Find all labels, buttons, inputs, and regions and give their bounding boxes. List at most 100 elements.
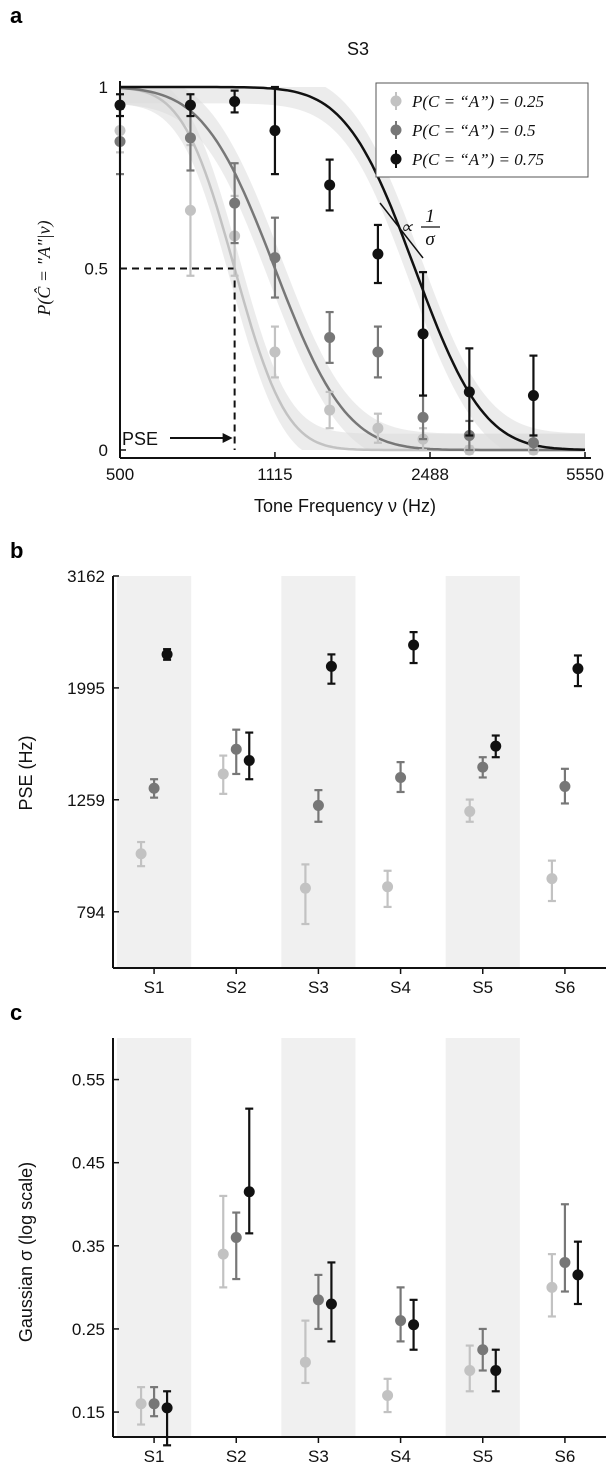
y-tick-label: 1259: [67, 791, 105, 810]
data-point-0.5: [324, 310, 336, 364]
slope-annotation: ∝ 1σ: [379, 202, 440, 259]
data-point-S4-0.5: [395, 1286, 407, 1343]
marker: [135, 1398, 147, 1410]
subject-shading: [117, 1038, 520, 1437]
data-point-S3-0.5: [312, 1273, 324, 1331]
marker: [161, 1402, 173, 1414]
y-axis-label: PSE (Hz): [16, 735, 36, 810]
marker: [408, 1319, 420, 1331]
y-tick-label: 0.15: [72, 1403, 105, 1422]
x-tick-label: 5550: [566, 465, 604, 484]
data-point-S1-0.75: [161, 648, 173, 661]
slope-line: [379, 202, 424, 259]
data-point-0.25: [372, 412, 384, 444]
fit-curve-0.75: [120, 85, 586, 451]
marker: [372, 346, 384, 358]
slope-denominator: σ: [425, 229, 435, 250]
data-point-0.75: [527, 354, 539, 437]
data-point-S2-0.75: [243, 731, 255, 781]
data-point-0.75: [184, 93, 196, 118]
data-point-0.75: [417, 271, 429, 397]
marker: [417, 411, 429, 423]
slope-numerator: 1: [425, 206, 435, 227]
marker: [135, 848, 147, 860]
data-point-0.25: [269, 325, 281, 379]
marker: [464, 1365, 476, 1376]
panel-c: c S1 S2 S3 S4 S5 S6 0.15 0.25 0.35 0.45 0.55 Gauss…: [10, 1000, 606, 1464]
legend-entry-0.25: P(C = “A”) = 0.25: [390, 92, 544, 111]
marker: [490, 1365, 502, 1376]
data-point-S4-0.25: [382, 869, 394, 909]
x-tick-label-S2: S2: [226, 1447, 247, 1464]
data-point-0.5: [527, 434, 539, 452]
data-point-0.75: [269, 85, 281, 176]
data-point-S3-0.25: [299, 1319, 311, 1385]
y-tick-label: 0.35: [72, 1237, 105, 1256]
marker: [229, 96, 241, 108]
marker: [184, 99, 196, 111]
data-point-0.75: [324, 158, 336, 212]
x-tick-label-S1: S1: [144, 978, 165, 997]
marker: [477, 1344, 489, 1356]
data-point-S3-0.75: [325, 653, 337, 685]
legend-label: P(C = “A”) = 0.75: [411, 150, 544, 169]
data-point-S4-0.75: [408, 1298, 420, 1351]
x-tick-label: 500: [106, 465, 134, 484]
data-point-S2-0.75: [243, 1107, 255, 1235]
marker: [217, 1248, 229, 1260]
data-point-0.25: [324, 390, 336, 430]
data-point-S5-0.5: [477, 756, 489, 779]
y-tick-label: 0.55: [72, 1071, 105, 1090]
x-axis-label: Tone Frequency ν (Hz): [254, 496, 436, 516]
data-point-S1-0.25: [135, 1386, 147, 1426]
x-tick-label-S5: S5: [472, 978, 493, 997]
marker: [161, 648, 173, 660]
y-tick-label: 1: [99, 78, 108, 97]
marker: [269, 346, 281, 358]
marker: [527, 437, 539, 449]
marker: [269, 252, 281, 264]
marker: [324, 331, 336, 343]
data-point-0.5: [372, 325, 384, 379]
y-tick-label: 0.5: [84, 260, 108, 279]
marker: [230, 1232, 242, 1243]
marker: [324, 404, 336, 416]
marker: [395, 771, 407, 783]
x-tick-label-S4: S4: [390, 1447, 411, 1464]
x-tick-label-S3: S3: [308, 1447, 329, 1464]
data-point-0.5: [229, 162, 241, 245]
data-point-S6-0.5: [559, 767, 571, 805]
panel-letter-c: c: [10, 1000, 22, 1025]
y-tick-label: 0.25: [72, 1320, 105, 1339]
marker: [148, 1398, 160, 1410]
marker: [395, 1315, 407, 1327]
marker: [312, 799, 324, 811]
legend-label: P(C = “A”) = 0.25: [411, 92, 544, 111]
shade-S3: [281, 576, 356, 968]
data-point-S2-0.5: [230, 1211, 242, 1281]
x-tick-label-S6: S6: [555, 1447, 576, 1464]
y-axis-label: P(Ĉ = "A"|ν): [33, 220, 55, 316]
axes: S1 S2 S3 S4 S5 S6 0.15 0.25 0.35 0.45 0.55: [72, 1038, 606, 1464]
x-tick-label-S2: S2: [226, 978, 247, 997]
marker: [325, 1298, 337, 1310]
y-tick-label: 1995: [67, 679, 105, 698]
marker: [463, 386, 475, 398]
x-tick-label-S6: S6: [555, 978, 576, 997]
y-tick-label: 794: [77, 903, 105, 922]
data-point-S6-0.25: [546, 859, 558, 903]
data-point-S6-0.5: [559, 1203, 571, 1293]
data-point-S5-0.25: [464, 1344, 476, 1393]
x-tick-label-S5: S5: [472, 1447, 493, 1464]
x-tick-label-S1: S1: [144, 1447, 165, 1464]
marker: [372, 422, 384, 434]
y-tick-label: 0.45: [72, 1154, 105, 1173]
shade-S1: [117, 576, 192, 968]
data-point-S5-0.25: [464, 798, 476, 823]
y-tick-label: 0: [99, 441, 108, 460]
marker: [229, 197, 241, 209]
marker: [184, 204, 196, 216]
data-point-S6-0.75: [572, 654, 584, 688]
marker: [243, 754, 255, 766]
x-tick-label-S4: S4: [390, 978, 411, 997]
